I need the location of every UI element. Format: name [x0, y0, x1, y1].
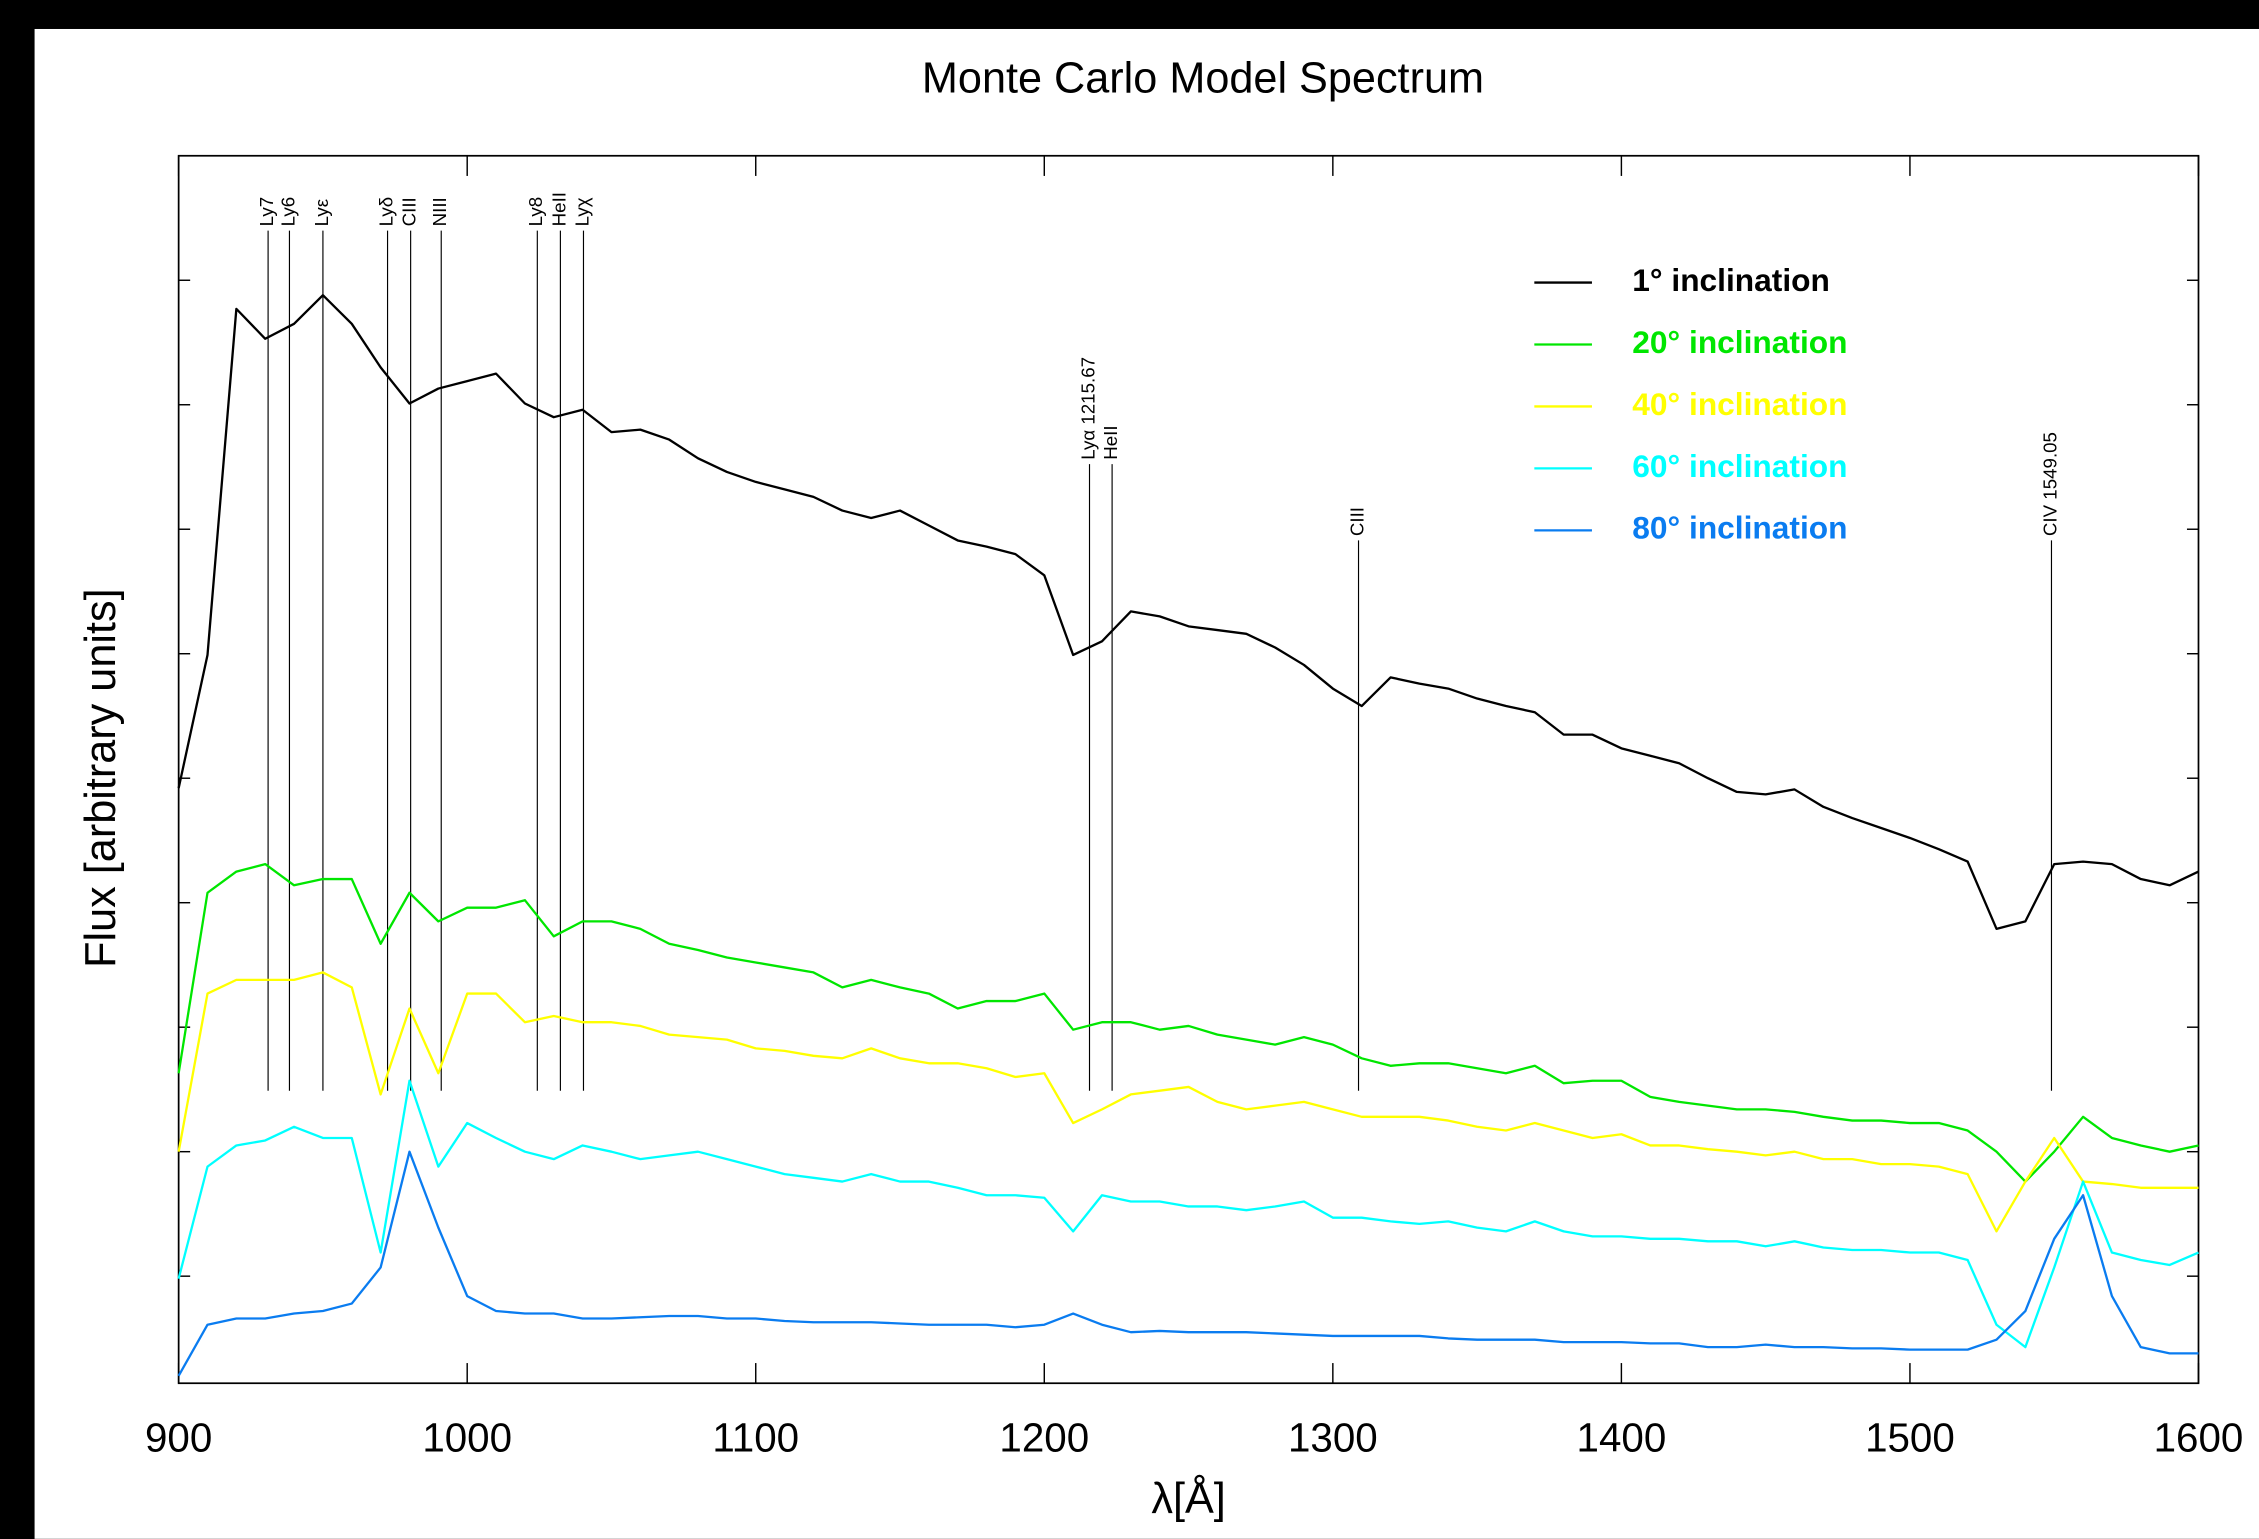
- legend-label: 20° inclination: [1632, 324, 1847, 360]
- annotation-label: HeII: [1100, 425, 1121, 459]
- series-line: [177, 1150, 2199, 1377]
- x-tick-label: 1200: [999, 1415, 1089, 1461]
- annotation-label: CIV 1549.05: [2039, 432, 2060, 536]
- panel: [34, 28, 2259, 1539]
- x-axis-label: λ[Å]: [1151, 1475, 1225, 1523]
- annotation-label: Lyχ: [571, 197, 592, 226]
- plot-frame: [177, 154, 2200, 1385]
- x-tick-label: 1000: [422, 1415, 512, 1461]
- chart-title: Monte Carlo Model Spectrum: [922, 54, 1484, 102]
- annotation-label: Ly6: [277, 197, 298, 227]
- legend-label: 60° inclination: [1632, 448, 1847, 484]
- annotation-label: Ly8: [525, 197, 546, 227]
- x-tick-label: 1300: [1288, 1415, 1378, 1461]
- series-line: [177, 294, 2199, 930]
- series-line: [177, 971, 2199, 1233]
- x-tick-label: 1100: [712, 1415, 799, 1461]
- annotation-label: Lyα 1215.67: [1077, 357, 1098, 460]
- annotation-label: Ly7: [256, 197, 277, 227]
- x-tick-label: 1400: [1577, 1415, 1667, 1461]
- x-tick-label: 900: [145, 1415, 212, 1461]
- y-axis-label: Flux [arbitrary units]: [77, 588, 125, 967]
- series-line: [177, 1079, 2199, 1349]
- x-tick-label: 1600: [2154, 1415, 2244, 1461]
- annotation-label: NIII: [429, 197, 450, 226]
- annotation-label: Lyε: [311, 199, 332, 226]
- legend-label: 40° inclination: [1632, 386, 1847, 422]
- annotation-label: Lyδ: [375, 197, 396, 227]
- annotation-label: CIII: [399, 197, 420, 226]
- legend-label: 1° inclination: [1632, 262, 1830, 298]
- legend-label: 80° inclination: [1632, 510, 1847, 546]
- annotation-label: HeII: [548, 192, 569, 226]
- x-tick-label: 1500: [1865, 1415, 1955, 1461]
- series-line: [177, 862, 2199, 1183]
- annotation-label: CIII: [1346, 507, 1367, 536]
